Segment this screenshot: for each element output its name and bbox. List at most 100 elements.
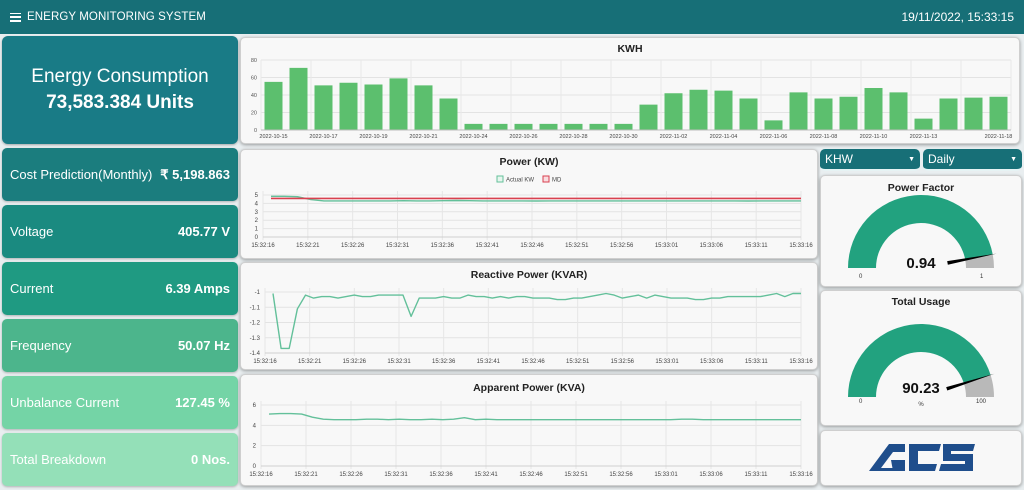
- power-kw-line-chart: 0 1 2 3 4 5 15:32:16 15:32:21 15:32:26 15:32:31 15…: [251, 175, 813, 249]
- stat-value: 50.07 Hz: [177, 338, 230, 353]
- svg-text:15:32:21: 15:32:21: [298, 359, 322, 365]
- svg-text:2022-10-26: 2022-10-26: [509, 134, 537, 140]
- svg-text:15:32:26: 15:32:26: [341, 243, 365, 249]
- svg-text:15:32:41: 15:32:41: [474, 472, 498, 478]
- svg-text:2022-10-28: 2022-10-28: [559, 134, 587, 140]
- svg-text:20: 20: [251, 111, 257, 117]
- stats-column: Energy Consumption 73,583.384 Units Cost…: [2, 36, 238, 486]
- power-factor-max: 1: [980, 274, 984, 280]
- reactive-power-line-chart: -1 -1.1 -1.2 -1.3 -1.4 15:32:16 15:32:21 15:32:…: [250, 288, 813, 365]
- stat-card: Unbalance Current 127.45 %: [2, 376, 238, 429]
- unit-select[interactable]: KHW ▼: [820, 149, 920, 171]
- current-datetime: 19/11/2022, 15:33:15: [901, 10, 1014, 24]
- svg-text:15:33:16: 15:33:16: [789, 359, 813, 365]
- svg-text:4: 4: [253, 423, 257, 429]
- apparent-power-line-chart: 0 2 4 6 15:32:16 15:32:21 15:32:26 15:32:31 15:3…: [249, 401, 813, 478]
- svg-text:15:33:06: 15:33:06: [700, 243, 724, 249]
- power-factor-title: Power Factor: [887, 182, 955, 194]
- stat-card: Frequency 50.07 Hz: [2, 319, 238, 372]
- stat-card: Voltage 405.77 V: [2, 205, 238, 258]
- svg-text:15:32:41: 15:32:41: [475, 243, 499, 249]
- svg-text:15:32:16: 15:32:16: [251, 243, 275, 249]
- svg-text:40: 40: [251, 93, 257, 99]
- stat-cards: Cost Prediction(Monthly) ₹ 5,198.863 Volta…: [2, 148, 238, 486]
- svg-text:15:33:01: 15:33:01: [655, 243, 679, 249]
- reactive-power-chart-title: Reactive Power (KVAR): [470, 269, 588, 281]
- svg-text:-1.2: -1.2: [250, 321, 261, 327]
- svg-text:2022-10-17: 2022-10-17: [309, 134, 337, 140]
- total-usage-gauge-panel: Total Usage 90.23 % 0 100: [820, 290, 1022, 426]
- svg-text:60: 60: [251, 76, 257, 82]
- stat-value: 6.39 Amps: [165, 281, 230, 296]
- svg-text:15:33:11: 15:33:11: [745, 359, 769, 365]
- energy-consumption-card: Energy Consumption 73,583.384 Units: [2, 36, 238, 144]
- svg-text:15:32:51: 15:32:51: [564, 472, 588, 478]
- svg-text:2022-10-19: 2022-10-19: [359, 134, 387, 140]
- svg-text:15:32:51: 15:32:51: [565, 243, 589, 249]
- stat-value: 405.77 V: [177, 224, 230, 239]
- svg-text:15:33:01: 15:33:01: [654, 472, 678, 478]
- svg-text:2022-10-21: 2022-10-21: [409, 134, 437, 140]
- svg-text:15:32:56: 15:32:56: [609, 472, 633, 478]
- power-factor-min: 0: [859, 274, 863, 280]
- power-factor-value: 0.94: [906, 255, 936, 272]
- svg-text:-1.1: -1.1: [250, 305, 261, 311]
- svg-text:15:33:01: 15:33:01: [655, 359, 679, 365]
- unit-select-value: KHW: [825, 152, 853, 166]
- svg-text:MD: MD: [552, 178, 562, 184]
- total-usage-title: Total Usage: [891, 296, 951, 308]
- svg-text:15:32:16: 15:32:16: [253, 359, 277, 365]
- period-select-value: Daily: [928, 152, 955, 166]
- power-kw-chart-panel: Power (KW) 0 1 2 3 4 5 15:32:16 15:32:21 15:32:2…: [240, 149, 818, 259]
- svg-text:5: 5: [255, 193, 259, 199]
- svg-text:6: 6: [253, 403, 257, 409]
- stat-label: Unbalance Current: [10, 395, 120, 410]
- stat-value: 0 Nos.: [190, 452, 230, 467]
- svg-text:15:32:51: 15:32:51: [566, 359, 590, 365]
- total-usage-gauge: [848, 324, 995, 397]
- chevron-down-icon: ▼: [1010, 155, 1017, 163]
- svg-text:15:32:26: 15:32:26: [339, 472, 363, 478]
- svg-text:1: 1: [255, 227, 259, 233]
- stat-label: Cost Prediction(Monthly): [10, 167, 153, 182]
- svg-text:15:32:56: 15:32:56: [610, 243, 634, 249]
- svg-text:2022-10-15: 2022-10-15: [259, 134, 287, 140]
- svg-text:2022-11-10: 2022-11-10: [860, 134, 888, 140]
- top-bar: ENERGY MONITORING SYSTEM 19/11/2022, 15:…: [0, 0, 1024, 34]
- app-title: ENERGY MONITORING SYSTEM: [27, 11, 206, 23]
- svg-text:2022-11-13: 2022-11-13: [910, 134, 938, 140]
- total-usage-min: 0: [859, 399, 863, 405]
- svg-text:15:33:16: 15:33:16: [789, 243, 813, 249]
- svg-text:15:33:06: 15:33:06: [700, 359, 724, 365]
- stat-card: Cost Prediction(Monthly) ₹ 5,198.863: [2, 148, 238, 201]
- svg-text:15:32:16: 15:32:16: [249, 472, 273, 478]
- apparent-power-chart-title: Apparent Power (KVA): [473, 382, 585, 394]
- svg-text:2022-10-30: 2022-10-30: [609, 134, 637, 140]
- svg-text:15:32:46: 15:32:46: [521, 359, 545, 365]
- chevron-down-icon: ▼: [908, 155, 915, 163]
- svg-text:15:32:56: 15:32:56: [611, 359, 635, 365]
- svg-text:-1: -1: [255, 290, 261, 296]
- svg-text:15:32:36: 15:32:36: [431, 243, 455, 249]
- svg-text:80: 80: [251, 58, 257, 64]
- svg-text:15:32:46: 15:32:46: [520, 243, 544, 249]
- total-usage-value: 90.23: [902, 380, 940, 397]
- hamburger-menu-icon[interactable]: [10, 12, 21, 22]
- stat-value: 127.45 %: [175, 395, 230, 410]
- power-kw-chart-title: Power (KW): [499, 156, 559, 168]
- svg-text:15:32:36: 15:32:36: [432, 359, 456, 365]
- svg-text:3: 3: [255, 210, 259, 216]
- svg-text:0: 0: [253, 464, 257, 470]
- svg-text:2022-11-02: 2022-11-02: [660, 134, 688, 140]
- svg-text:15:32:31: 15:32:31: [384, 472, 408, 478]
- svg-text:15:33:16: 15:33:16: [789, 472, 813, 478]
- kwh-bar-chart: 0 20 40 60 80 2022-10-15 2022-10-17 2022-10-19 2…: [251, 58, 1013, 140]
- period-select[interactable]: Daily ▼: [923, 149, 1022, 171]
- svg-text:2022-11-18: 2022-11-18: [985, 134, 1013, 140]
- svg-text:0: 0: [254, 128, 257, 134]
- stat-label: Current: [10, 281, 54, 296]
- acs-logo: [869, 444, 975, 471]
- svg-text:2022-11-04: 2022-11-04: [710, 134, 738, 140]
- apparent-power-chart-panel: Apparent Power (KVA) 0 2 4 6 15:32:16 15:32:2…: [240, 374, 818, 486]
- svg-text:2022-10-24: 2022-10-24: [459, 134, 487, 140]
